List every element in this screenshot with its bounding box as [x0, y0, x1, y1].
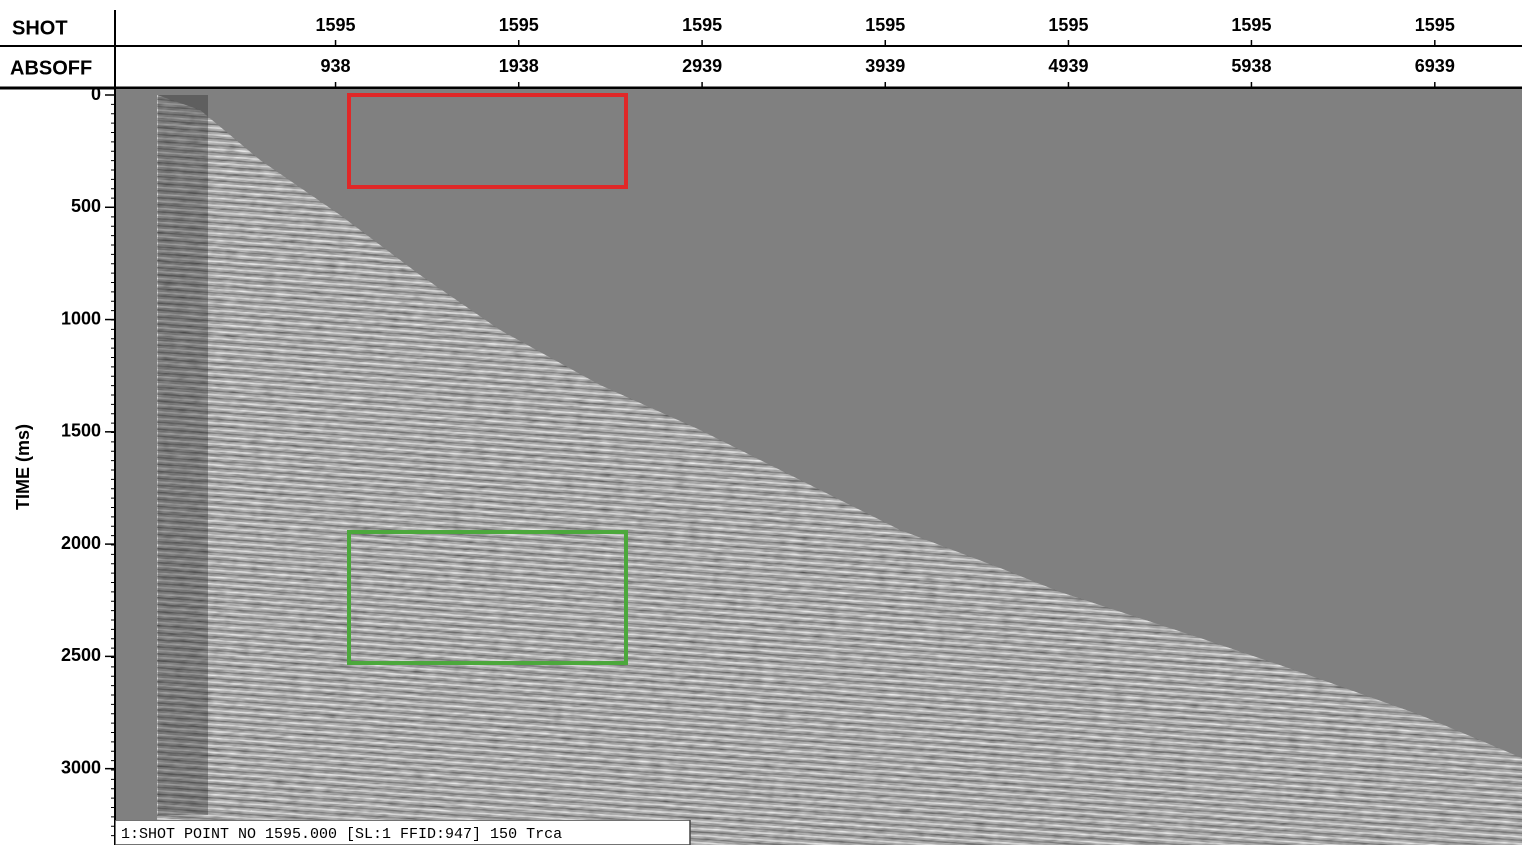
header-value: 1595	[865, 15, 905, 35]
row-label: ABSOFF	[10, 57, 92, 79]
y-tick-label: 1500	[61, 421, 101, 441]
header-value: 1938	[499, 56, 539, 76]
y-tick-label: 3000	[61, 757, 101, 777]
seismic-view: SHOT ABSOFF TIME (ms) 1:SHOT POINT NO 15…	[0, 0, 1522, 845]
status-text: 1:SHOT POINT NO 1595.000 [SL:1 FFID:947]…	[121, 826, 562, 843]
header-value: 1595	[316, 15, 356, 35]
header-value: 5938	[1231, 56, 1271, 76]
y-tick-label: 0	[91, 84, 101, 104]
y-tick-label: 500	[71, 196, 101, 216]
header-value: 1595	[1415, 15, 1455, 35]
header-value: 2939	[682, 56, 722, 76]
y-tick-label: 2500	[61, 645, 101, 665]
header-value: 1595	[499, 15, 539, 35]
header-value: 6939	[1415, 56, 1455, 76]
y-tick-label: 1000	[61, 308, 101, 328]
header-value: 1595	[1231, 15, 1271, 35]
gather	[116, 90, 1522, 845]
header-value: 4939	[1048, 56, 1088, 76]
near-trace-band	[158, 95, 208, 815]
y-axis-title: TIME (ms)	[13, 424, 33, 510]
header-value: 938	[321, 56, 351, 76]
y-tick-label: 2000	[61, 533, 101, 553]
header-value: 3939	[865, 56, 905, 76]
header-value: 1595	[1048, 15, 1088, 35]
status-bar: 1:SHOT POINT NO 1595.000 [SL:1 FFID:947]…	[115, 820, 690, 845]
header-value: 1595	[682, 15, 722, 35]
status-box: 1:SHOT POINT NO 1595.000 [SL:1 FFID:947]…	[115, 820, 690, 845]
row-label: SHOT	[12, 17, 68, 39]
